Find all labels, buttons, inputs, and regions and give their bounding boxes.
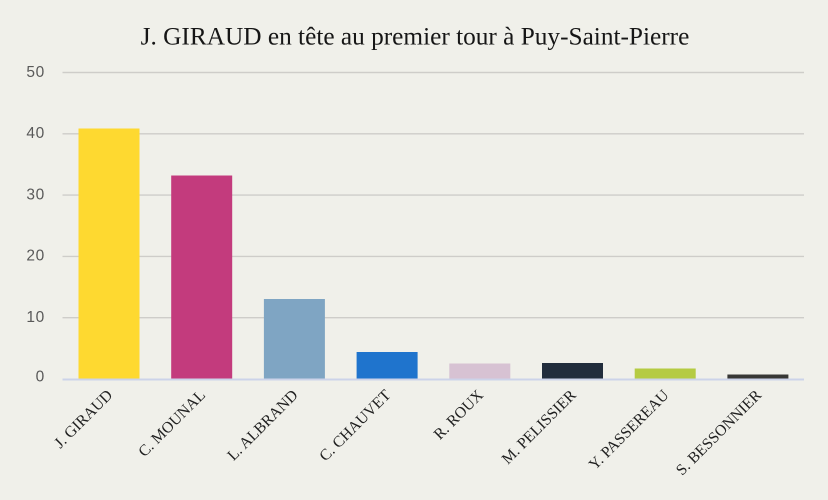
svg-text:50: 50	[26, 64, 45, 81]
svg-text:40: 40	[26, 125, 45, 142]
svg-text:10: 10	[26, 309, 45, 326]
svg-text:30: 30	[26, 186, 45, 203]
svg-text:J. GIRAUD en tête au premier t: J. GIRAUD en tête au premier tour à Puy-…	[141, 23, 690, 51]
svg-text:0: 0	[36, 368, 45, 385]
svg-text:20: 20	[26, 248, 45, 265]
